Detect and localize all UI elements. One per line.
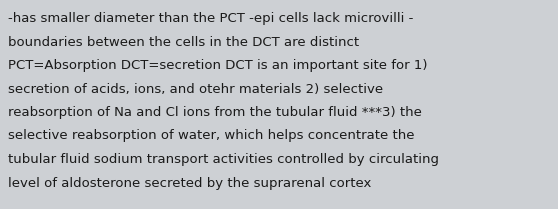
Text: secretion of acids, ions, and otehr materials 2) selective: secretion of acids, ions, and otehr mate… [8,83,383,96]
Text: PCT=Absorption DCT=secretion DCT is an important site for 1): PCT=Absorption DCT=secretion DCT is an i… [8,59,427,72]
Text: tubular fluid sodium transport activities controlled by circulating: tubular fluid sodium transport activitie… [8,153,439,166]
Text: selective reabsorption of water, which helps concentrate the: selective reabsorption of water, which h… [8,130,415,143]
Text: level of aldosterone secreted by the suprarenal cortex: level of aldosterone secreted by the sup… [8,176,372,190]
Text: reabsorption of Na and Cl ions from the tubular fluid ***3) the: reabsorption of Na and Cl ions from the … [8,106,422,119]
Text: boundaries between the cells in the DCT are distinct: boundaries between the cells in the DCT … [8,36,359,48]
Text: -has smaller diameter than the PCT -epi cells lack microvilli -: -has smaller diameter than the PCT -epi … [8,12,413,25]
